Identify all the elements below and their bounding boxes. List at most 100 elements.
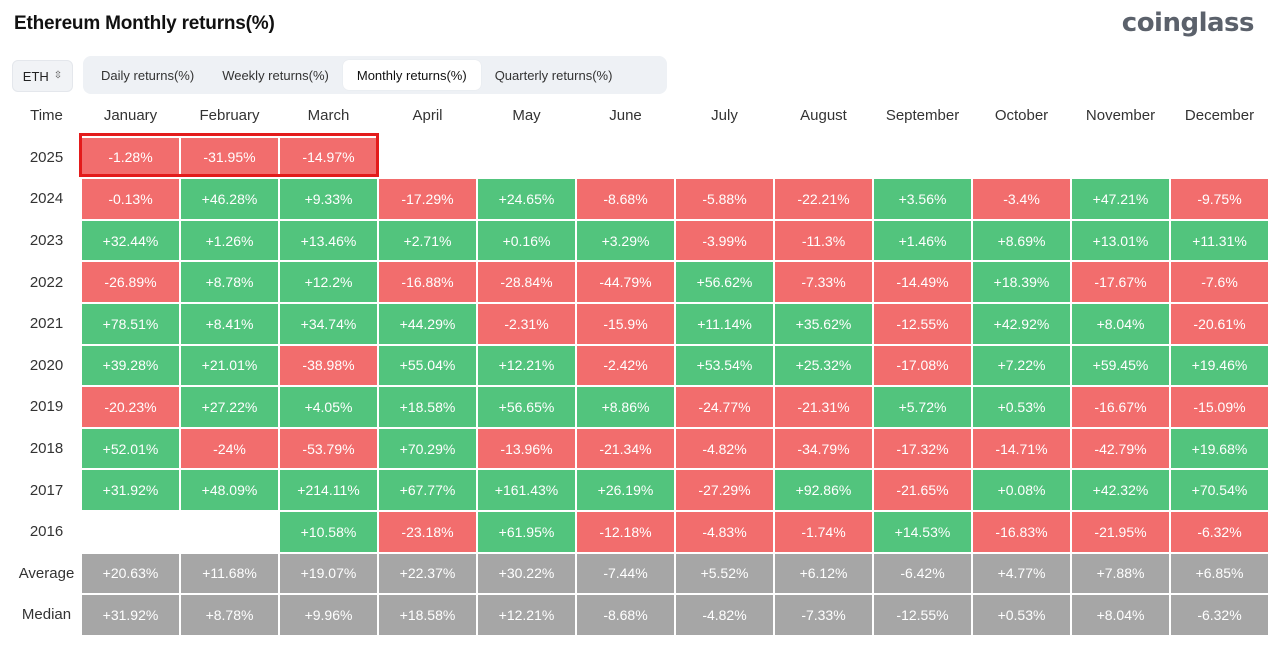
- return-cell: +31.92%: [81, 594, 180, 636]
- return-cell: +5.52%: [675, 552, 774, 595]
- return-cell: +56.65%: [477, 386, 576, 428]
- return-cell: +42.92%: [972, 302, 1071, 345]
- return-cell: +13.46%: [279, 219, 378, 262]
- return-cell: +70.54%: [1170, 469, 1269, 511]
- return-cell: +48.09%: [180, 469, 279, 511]
- return-cell: +34.74%: [279, 302, 378, 345]
- tab-monthly-returns[interactable]: Monthly returns(%): [342, 60, 481, 90]
- return-cell: -17.32%: [873, 427, 972, 470]
- tab-daily-returns[interactable]: Daily returns(%): [101, 67, 195, 83]
- return-cell: +8.04%: [1071, 302, 1170, 345]
- return-cell: +47.21%: [1071, 178, 1170, 220]
- return-cell: +8.04%: [1071, 594, 1170, 636]
- return-cell: +53.54%: [675, 344, 774, 387]
- return-cell: +70.29%: [378, 427, 477, 470]
- table-header-row: Time January February March April May June Jul…: [12, 95, 1270, 137]
- return-cell: +6.85%: [1170, 552, 1269, 595]
- return-cell: +8.78%: [180, 261, 279, 303]
- row-label: 2017: [29, 481, 64, 499]
- return-cell: +0.08%: [972, 469, 1071, 511]
- brand-logo: coinglass: [1121, 8, 1255, 38]
- return-cell: +61.95%: [477, 510, 576, 553]
- return-cell: +67.77%: [378, 469, 477, 511]
- return-cell: +19.46%: [1170, 344, 1269, 387]
- return-cell: +30.22%: [477, 552, 576, 595]
- return-cell: -12.18%: [576, 510, 675, 553]
- row-label: 2025: [29, 148, 64, 166]
- return-cell: +0.53%: [972, 594, 1071, 636]
- chevron-updown-icon: ⇳: [53, 70, 63, 81]
- return-cell: +11.31%: [1170, 219, 1269, 262]
- return-cell: -44.79%: [576, 261, 675, 303]
- return-cell: +5.72%: [873, 386, 972, 428]
- row-label: 2018: [29, 440, 64, 458]
- month-header-february: February: [199, 107, 260, 125]
- return-cell: +8.69%: [972, 219, 1071, 262]
- coin-select-value: ETH: [22, 68, 49, 84]
- return-cell: -53.79%: [279, 427, 378, 470]
- return-cell: +11.68%: [180, 552, 279, 595]
- table-row-2020: 2020 +39.28% +21.01% -38.98% +55.04% +12.21% -…: [12, 344, 1270, 387]
- return-cell: -23.18%: [378, 510, 477, 553]
- return-cell: -17.08%: [873, 344, 972, 387]
- return-cell: +11.14%: [675, 302, 774, 345]
- return-cell: -4.82%: [675, 594, 774, 636]
- return-cell: [576, 136, 675, 179]
- return-cell: -28.84%: [477, 261, 576, 303]
- table-row-2023: 2023 +32.44% +1.26% +13.46% +2.71% +0.16% +3.2…: [12, 219, 1270, 262]
- month-header-may: May: [512, 107, 541, 125]
- return-cell: -17.67%: [1071, 261, 1170, 303]
- return-cell: +12.21%: [477, 594, 576, 636]
- return-cell: -38.98%: [279, 344, 378, 387]
- return-cell: [774, 136, 873, 179]
- row-label: Median: [21, 606, 72, 624]
- return-cell: [1071, 136, 1170, 179]
- return-cell: +27.22%: [180, 386, 279, 428]
- return-cell: -8.68%: [576, 594, 675, 636]
- return-cell: +0.53%: [972, 386, 1071, 428]
- return-cell: -21.65%: [873, 469, 972, 511]
- return-cell: [873, 136, 972, 179]
- month-header-march: March: [307, 107, 350, 125]
- row-label: 2021: [29, 315, 64, 333]
- month-header-april: April: [412, 107, 443, 125]
- returns-table: Time January February March April May June Jul…: [12, 95, 1270, 636]
- return-cell: -31.95%: [180, 136, 279, 179]
- return-cell: [675, 136, 774, 179]
- return-cell: -16.88%: [378, 261, 477, 303]
- return-cell: +19.07%: [279, 552, 378, 595]
- month-header-january: January: [103, 107, 158, 125]
- table-row-median: Median +31.92% +8.78% +9.96% +18.58% +12.21% -…: [12, 594, 1270, 636]
- return-cell: +12.21%: [477, 344, 576, 387]
- return-cell: +24.65%: [477, 178, 576, 220]
- table-row-2022: 2022 -26.89% +8.78% +12.2% -16.88% -28.84% -44…: [12, 261, 1270, 303]
- return-cell: -6.32%: [1170, 510, 1269, 553]
- return-cell: +1.46%: [873, 219, 972, 262]
- month-header-june: June: [609, 107, 642, 125]
- coin-select[interactable]: ETH ⇳: [12, 60, 73, 92]
- return-cell: [477, 136, 576, 179]
- page-title: Ethereum Monthly returns(%): [14, 13, 275, 34]
- tab-weekly-returns[interactable]: Weekly returns(%): [222, 67, 329, 83]
- month-header-december: December: [1184, 107, 1255, 125]
- return-cell: [81, 510, 180, 553]
- return-cell: +25.32%: [774, 344, 873, 387]
- return-cell: +56.62%: [675, 261, 774, 303]
- table-row-average: Average +20.63% +11.68% +19.07% +22.37% +30.2…: [12, 552, 1270, 595]
- return-cell: +9.96%: [279, 594, 378, 636]
- return-cell: -12.55%: [873, 302, 972, 345]
- tab-quarterly-returns[interactable]: Quarterly returns(%): [494, 67, 613, 83]
- return-cell: -12.55%: [873, 594, 972, 636]
- return-cell: +3.56%: [873, 178, 972, 220]
- row-label: 2020: [29, 356, 64, 374]
- return-cell: -13.96%: [477, 427, 576, 470]
- return-cell: [972, 136, 1071, 179]
- return-cell: -11.3%: [774, 219, 873, 262]
- return-cell: +0.16%: [477, 219, 576, 262]
- return-cell: +59.45%: [1071, 344, 1170, 387]
- return-cell: +52.01%: [81, 427, 180, 470]
- return-cell: +9.33%: [279, 178, 378, 220]
- return-cell: +14.53%: [873, 510, 972, 553]
- return-cell: +7.88%: [1071, 552, 1170, 595]
- return-cell: +22.37%: [378, 552, 477, 595]
